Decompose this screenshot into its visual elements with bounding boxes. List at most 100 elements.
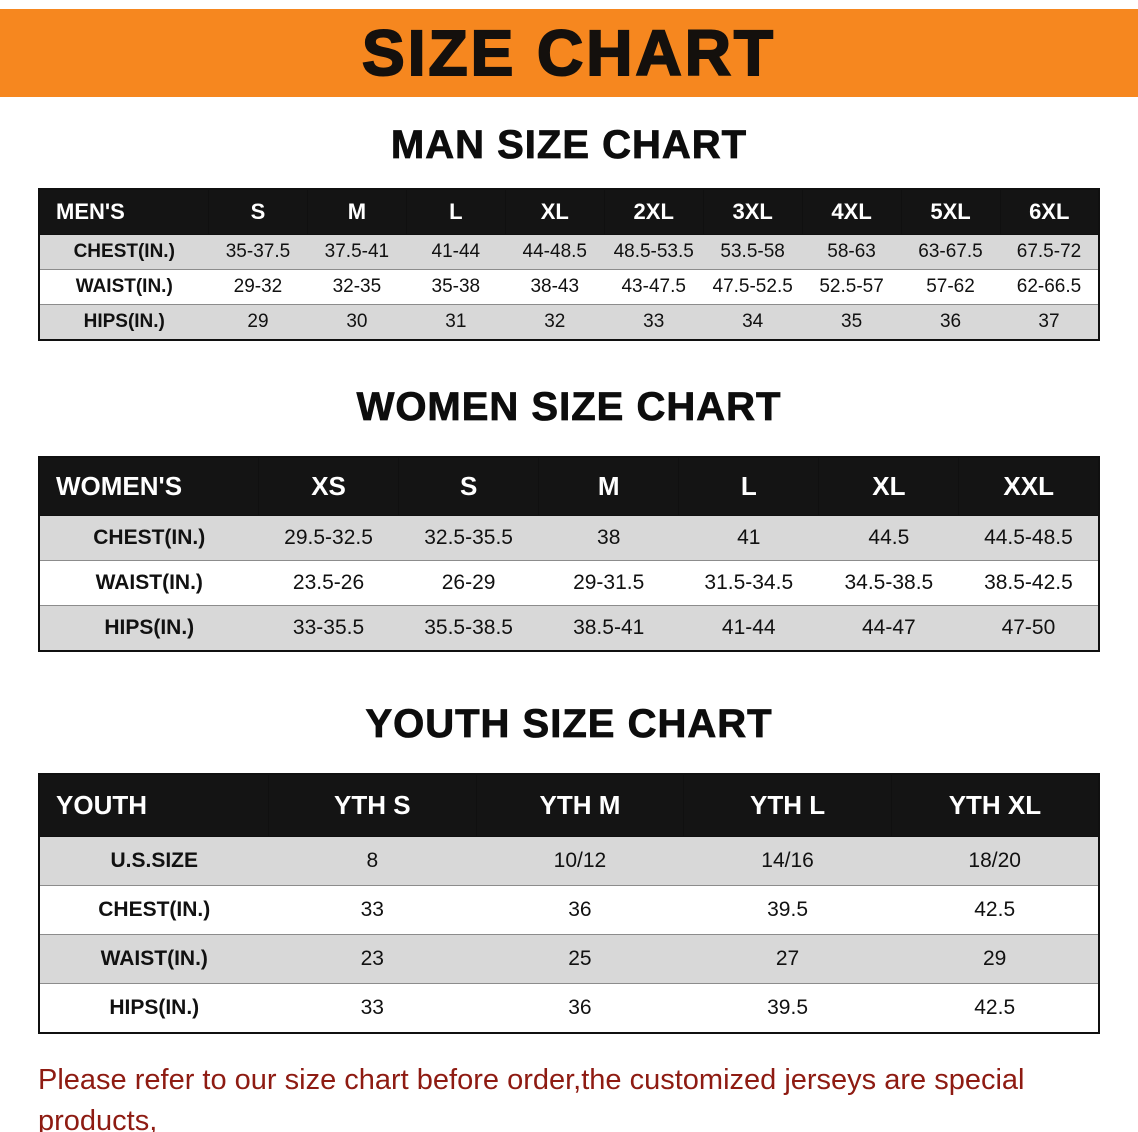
size-value-cell: 47.5-52.5 xyxy=(712,276,793,297)
size-value-cell: 58-63 xyxy=(827,241,876,262)
size-value-cell: 44.5-48.5 xyxy=(984,526,1073,549)
size-value-cell: 31.5-34.5 xyxy=(704,571,794,594)
size-value-cell: 62-66.5 xyxy=(1016,276,1082,297)
size-value-cell: 29-31.5 xyxy=(573,571,645,594)
banner: SIZE CHART xyxy=(0,9,1138,97)
size-value-cell: 36 xyxy=(939,311,962,332)
size-column-header: XL xyxy=(818,456,960,516)
row-label-cell: WAIST(IN.) xyxy=(95,571,203,594)
size-column-header: L xyxy=(405,188,506,235)
size-value-cell: 53.5-58 xyxy=(720,241,785,262)
men-section-heading: MAN SIZE CHART xyxy=(390,123,748,168)
measurement-row: WAIST(IN.) 23.5-26 26-29 29-31.5 31.5-34.5 34… xyxy=(39,560,1099,606)
size-value-cell: 8 xyxy=(366,849,379,872)
section-youth-size-chart: YOUTH SIZE CHART YOUTH YTH S YTH M YTH L YTH… xyxy=(0,702,1138,1034)
size-column-header: M xyxy=(538,456,680,516)
measurement-row: WAIST(IN.) 29-32 32-35 35-38 38-43 43-47.5 47.… xyxy=(39,269,1099,305)
size-column-header: 5XL xyxy=(900,188,1001,235)
measurement-row: WAIST(IN.) 23 25 27 29 xyxy=(39,934,1099,984)
size-value-cell: 33 xyxy=(643,311,665,332)
size-value-cell: 52.5-57 xyxy=(819,276,884,297)
size-value-cell: 36 xyxy=(568,996,592,1019)
table-header-row: MEN'S S M L XL 2XL 3XL 4XL 5XL 6XL xyxy=(38,188,1100,235)
content: MAN SIZE CHART MEN'S S M L XL 2XL 3XL 4XL 5XL 6XL… xyxy=(0,123,1138,1034)
size-value-cell: 38.5-41 xyxy=(573,616,645,639)
youth-section-heading: YOUTH SIZE CHART xyxy=(365,702,773,747)
size-value-cell: 42.5 xyxy=(974,898,1016,921)
size-value-cell: 36 xyxy=(568,898,592,921)
size-column-header: XS xyxy=(257,456,400,516)
measurement-row: HIPS(IN.) 33 36 39.5 42.5 xyxy=(39,983,1099,1033)
size-column-header: YTH L xyxy=(683,773,892,837)
size-value-cell: 38-43 xyxy=(530,276,580,297)
size-value-cell: 48.5-53.5 xyxy=(613,241,694,262)
size-value-cell: 25 xyxy=(568,947,592,970)
size-value-cell: 35 xyxy=(841,311,863,332)
size-value-cell: 37.5-41 xyxy=(324,241,390,262)
measurement-row: CHEST(IN.) 33 36 39.5 42.5 xyxy=(39,885,1099,935)
size-column-header: 2XL xyxy=(603,188,704,235)
row-label-cell: HIPS(IN.) xyxy=(83,311,165,332)
size-value-cell: 23.5-26 xyxy=(292,571,365,594)
size-value-cell: 42.5 xyxy=(974,996,1016,1019)
size-value-cell: 14/16 xyxy=(761,849,814,872)
size-value-cell: 63-67.5 xyxy=(918,241,983,262)
women-size-table: WOMEN'S XS S M L XL XXL CHEST(IN.) 29.5-32.5 32.5… xyxy=(38,456,1100,652)
size-value-cell: 57-62 xyxy=(926,276,975,297)
measurement-row: CHEST(IN.) 29.5-32.5 32.5-35.5 38 41 44.5 44.5… xyxy=(39,515,1099,561)
measurement-row: CHEST(IN.) 35-37.5 37.5-41 41-44 44-48.5 48.5… xyxy=(39,234,1099,270)
size-value-cell: 35-37.5 xyxy=(225,241,291,262)
size-value-cell: 33 xyxy=(360,996,384,1019)
size-value-cell: 30 xyxy=(346,311,368,332)
size-chart-page: SIZE CHART MAN SIZE CHART MEN'S S M L XL 2XL 3… xyxy=(0,9,1138,1132)
size-value-cell: 41 xyxy=(737,526,761,549)
size-column-header: 6XL xyxy=(999,188,1100,235)
size-value-cell: 27 xyxy=(775,947,800,970)
table-header-row: YOUTH YTH S YTH M YTH L YTH XL xyxy=(38,773,1100,837)
size-value-cell: 29 xyxy=(983,947,1007,970)
size-value-cell: 32-35 xyxy=(332,276,382,297)
size-value-cell: 34.5-38.5 xyxy=(844,571,934,594)
table-title-cell: YOUTH xyxy=(38,773,269,837)
row-label-cell: WAIST(IN.) xyxy=(75,276,173,297)
row-label-cell: CHEST(IN.) xyxy=(73,241,175,262)
row-label-cell: HIPS(IN.) xyxy=(104,616,195,639)
size-value-cell: 38 xyxy=(597,526,621,549)
size-value-cell: 35-38 xyxy=(431,276,481,297)
table-head: WOMEN'S XS S M L XL XXL xyxy=(38,456,1100,516)
size-value-cell: 33-35.5 xyxy=(292,616,365,639)
size-value-cell: 31 xyxy=(445,311,467,332)
size-value-cell: 29.5-32.5 xyxy=(284,526,373,549)
table-body: CHEST(IN.) 35-37.5 37.5-41 41-44 44-48.5 48.5… xyxy=(39,234,1099,340)
size-column-header: YTH XL xyxy=(890,773,1100,837)
footer-note-line-1: Please refer to our size chart before or… xyxy=(38,1064,1025,1132)
measurement-row: HIPS(IN.) 33-35.5 35.5-38.5 38.5-41 41-44 44-… xyxy=(39,605,1099,651)
size-column-header: L xyxy=(678,456,820,516)
size-value-cell: 44.5 xyxy=(868,526,910,549)
size-value-cell: 32 xyxy=(544,311,566,332)
size-column-header: M xyxy=(306,188,407,235)
footer-note: Please refer to our size chart before or… xyxy=(0,1060,1138,1132)
size-value-cell: 39.5 xyxy=(767,996,808,1019)
row-label-cell: CHEST(IN.) xyxy=(98,898,211,921)
row-label-cell: U.S.SIZE xyxy=(110,849,199,872)
size-value-cell: 32.5-35.5 xyxy=(424,526,513,549)
table-head: YOUTH YTH S YTH M YTH L YTH XL xyxy=(38,773,1100,837)
size-value-cell: 39.5 xyxy=(767,898,808,921)
measurement-row: U.S.SIZE 8 10/12 14/16 18/20 xyxy=(39,836,1099,886)
row-label-cell: CHEST(IN.) xyxy=(93,526,206,549)
size-value-cell: 10/12 xyxy=(553,849,607,872)
size-value-cell: 38.5-42.5 xyxy=(984,571,1073,594)
size-value-cell: 29-32 xyxy=(233,276,283,297)
row-label-cell: HIPS(IN.) xyxy=(109,996,200,1019)
size-column-header: YTH S xyxy=(268,773,477,837)
size-value-cell: 44-47 xyxy=(861,616,916,639)
size-value-cell: 34 xyxy=(742,311,764,332)
size-value-cell: 44-48.5 xyxy=(522,241,587,262)
size-column-header: XL xyxy=(504,188,605,235)
women-section-heading: WOMEN SIZE CHART xyxy=(356,385,782,430)
size-value-cell: 29 xyxy=(247,311,269,332)
size-column-header: 3XL xyxy=(702,188,803,235)
size-value-cell: 47-50 xyxy=(1001,616,1056,639)
size-value-cell: 67.5-72 xyxy=(1016,241,1082,262)
